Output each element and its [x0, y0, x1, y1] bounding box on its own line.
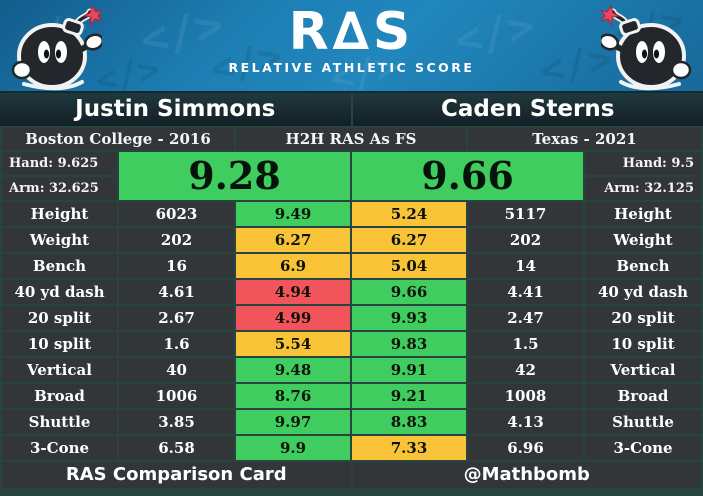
table-row: Height 6023 9.49 5.24 5117 Height — [2, 202, 701, 226]
metric-label-left: 20 split — [2, 306, 117, 330]
player-names-row: Justin Simmons Caden Sterns — [0, 93, 703, 126]
ras-score-right: 9.21 — [352, 384, 466, 408]
table-row: Bench 16 6.9 5.04 14 Bench — [2, 254, 701, 278]
raw-value-right: 1.5 — [468, 332, 583, 356]
footer-handle: @Mathbomb — [352, 462, 701, 488]
metric-label-left: Weight — [2, 228, 117, 252]
metric-label-left: Broad — [2, 384, 117, 408]
ras-score-left: 5.54 — [236, 332, 350, 356]
metrics-table: Height 6023 9.49 5.24 5117 Height Weight… — [2, 202, 701, 460]
ras-score-left: 9.48 — [236, 358, 350, 382]
score-band: Hand: 9.625 Arm: 32.625 9.28 9.66 Hand: … — [2, 152, 701, 200]
ras-logo: R∆S RELATIVE ATHLETIC SCORE — [0, 4, 703, 75]
raw-value-left: 6023 — [119, 202, 234, 226]
table-row: Vertical 40 9.48 9.91 42 Vertical — [2, 358, 701, 382]
metric-label-right: Weight — [585, 228, 701, 252]
arm-length-right: Arm: 32.125 — [585, 177, 701, 200]
metric-label-right: Shuttle — [585, 410, 701, 434]
ras-score-right: 5.24 — [352, 202, 466, 226]
table-row: Broad 1006 8.76 9.21 1008 Broad — [2, 384, 701, 408]
player-name-left: Justin Simmons — [0, 93, 351, 126]
header-banner: </> </> </> </> </> </> </> </> — [0, 0, 703, 93]
raw-value-right: 6.96 — [468, 436, 583, 460]
table-row: Weight 202 6.27 6.27 202 Weight — [2, 228, 701, 252]
metric-label-right: 10 split — [585, 332, 701, 356]
metric-label-right: Broad — [585, 384, 701, 408]
ras-score-left: 4.94 — [236, 280, 350, 304]
hand-size-right: Hand: 9.5 — [585, 152, 701, 175]
arm-length-left: Arm: 32.625 — [2, 177, 117, 200]
bomb-mascot-icon — [6, 4, 105, 91]
table-row: 10 split 1.6 5.54 9.83 1.5 10 split — [2, 332, 701, 356]
raw-value-right: 4.13 — [468, 410, 583, 434]
ras-logo-title: R∆S — [288, 2, 415, 62]
raw-value-right: 42 — [468, 358, 583, 382]
metric-label-left: Bench — [2, 254, 117, 278]
ras-score-left: 6.27 — [236, 228, 350, 252]
metric-label-right: Height — [585, 202, 701, 226]
metric-label-left: 40 yd dash — [2, 280, 117, 304]
raw-value-left: 3.85 — [119, 410, 234, 434]
raw-value-left: 1006 — [119, 384, 234, 408]
table-row: 20 split 2.67 4.99 9.93 2.47 20 split — [2, 306, 701, 330]
metric-label-right: 3-Cone — [585, 436, 701, 460]
raw-value-left: 4.61 — [119, 280, 234, 304]
ras-score-right: 9.91 — [352, 358, 466, 382]
overall-ras-right: 9.66 — [352, 152, 583, 200]
raw-value-left: 16 — [119, 254, 234, 278]
metric-label-left: Shuttle — [2, 410, 117, 434]
metric-label-left: 10 split — [2, 332, 117, 356]
measures-right: Hand: 9.5 Arm: 32.125 — [585, 152, 701, 200]
ras-score-right: 5.04 — [352, 254, 466, 278]
metric-label-right: Bench — [585, 254, 701, 278]
ras-score-right: 7.33 — [352, 436, 466, 460]
metric-label-right: Vertical — [585, 358, 701, 382]
raw-value-right: 5117 — [468, 202, 583, 226]
ras-score-right: 9.93 — [352, 306, 466, 330]
ras-score-left: 8.76 — [236, 384, 350, 408]
raw-value-left: 1.6 — [119, 332, 234, 356]
raw-value-right: 1008 — [468, 384, 583, 408]
metric-label-left: Height — [2, 202, 117, 226]
footer-row: RAS Comparison Card @Mathbomb — [2, 462, 701, 488]
ras-score-right: 9.66 — [352, 280, 466, 304]
ras-logo-subtitle: RELATIVE ATHLETIC SCORE — [228, 60, 475, 75]
h2h-label: H2H RAS As FS — [236, 128, 466, 150]
raw-value-right: 4.41 — [468, 280, 583, 304]
table-row: Shuttle 3.85 9.97 8.83 4.13 Shuttle — [2, 410, 701, 434]
raw-value-right: 14 — [468, 254, 583, 278]
college-right: Texas - 2021 — [468, 128, 701, 150]
raw-value-right: 2.47 — [468, 306, 583, 330]
table-row: 40 yd dash 4.61 4.94 9.66 4.41 40 yd das… — [2, 280, 701, 304]
raw-value-left: 6.58 — [119, 436, 234, 460]
ras-score-right: 9.83 — [352, 332, 466, 356]
measures-left: Hand: 9.625 Arm: 32.625 — [2, 152, 117, 200]
metric-label-right: 40 yd dash — [585, 280, 701, 304]
bomb-mascot-icon — [598, 4, 697, 91]
ras-score-right: 6.27 — [352, 228, 466, 252]
ras-score-left: 9.97 — [236, 410, 350, 434]
college-row: Boston College - 2016 H2H RAS As FS Texa… — [2, 128, 701, 150]
metric-label-left: 3-Cone — [2, 436, 117, 460]
metric-label-left: Vertical — [2, 358, 117, 382]
ras-score-left: 6.9 — [236, 254, 350, 278]
ras-score-left: 4.99 — [236, 306, 350, 330]
raw-value-left: 202 — [119, 228, 234, 252]
table-row: 3-Cone 6.58 9.9 7.33 6.96 3-Cone — [2, 436, 701, 460]
raw-value-left: 40 — [119, 358, 234, 382]
college-left: Boston College - 2016 — [2, 128, 234, 150]
ras-score-left: 9.9 — [236, 436, 350, 460]
footer-card-title: RAS Comparison Card — [2, 462, 351, 488]
overall-ras-left: 9.28 — [119, 152, 350, 200]
metric-label-right: 20 split — [585, 306, 701, 330]
raw-value-right: 202 — [468, 228, 583, 252]
ras-score-left: 9.49 — [236, 202, 350, 226]
raw-value-left: 2.67 — [119, 306, 234, 330]
player-name-right: Caden Sterns — [352, 93, 703, 126]
ras-score-right: 8.83 — [352, 410, 466, 434]
hand-size-left: Hand: 9.625 — [2, 152, 117, 175]
